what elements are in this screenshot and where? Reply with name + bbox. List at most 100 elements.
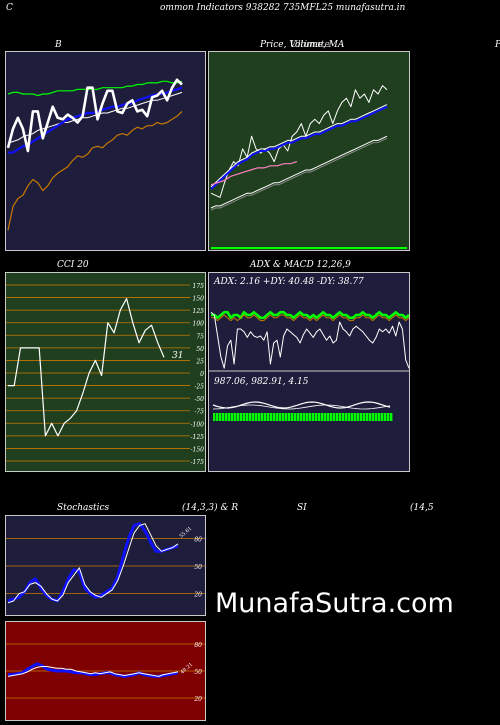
macd-histogram-bar: [327, 413, 330, 421]
rsi-plot: 80 50 20 49.21: [6, 642, 205, 703]
macd-histogram-bar: [309, 413, 312, 421]
macd-histogram-bar: [303, 413, 306, 421]
macd-histogram-bar: [213, 413, 216, 421]
stoch-d-line: [7, 522, 179, 603]
price-title-overlay: Ultimate: [290, 40, 330, 50]
macd-histogram-bar: [258, 413, 261, 421]
ma-line-white: [7, 91, 183, 144]
cci-tick-label: -150: [191, 446, 205, 453]
macd-histogram-bar: [315, 413, 318, 421]
macd-histogram-bar: [255, 413, 258, 421]
rsi-last-label: 49.21: [179, 662, 194, 676]
cci-tick-label: -25: [194, 384, 204, 391]
macd-histogram-bar: [264, 413, 267, 421]
macd-histogram-bar: [288, 413, 291, 421]
watermark: MunafaSutra.com: [215, 588, 454, 619]
macd-histogram-bar: [348, 413, 351, 421]
macd-histogram-bar: [237, 413, 240, 421]
macd-histogram-bar: [354, 413, 357, 421]
bollinger-plot: [6, 78, 183, 231]
price-plot: [210, 85, 407, 249]
macd-histogram-bar: [297, 413, 300, 421]
cci-tick-label: 75: [196, 333, 204, 340]
stochastics-panel: 80 50 20 55.61: [5, 515, 206, 616]
macd-histogram-bar: [294, 413, 297, 421]
price-line: [6, 78, 183, 153]
price-panel: [208, 51, 410, 251]
macd-histogram-bar: [321, 413, 324, 421]
price-edge-letter: P: [495, 40, 500, 50]
price-line: [210, 85, 388, 198]
macd-histogram-bar: [231, 413, 234, 421]
macd-histogram-bar: [339, 413, 342, 421]
macd-line: [212, 401, 391, 409]
bollinger-panel: [5, 51, 206, 251]
macd-histogram-bar: [390, 413, 393, 421]
macd-histogram-bar: [291, 413, 294, 421]
cci-tick-label: 100: [193, 321, 205, 328]
cci-plot: 175 150 125 100 75 50 25 0 -25 -50 -75 -100 -125 -150…: [6, 283, 205, 466]
macd-histogram-bar: [336, 413, 339, 421]
macd-histogram-bar: [387, 413, 390, 421]
macd-histogram-bar: [312, 413, 315, 421]
macd-histogram-bar: [225, 413, 228, 421]
macd-histogram-bar: [273, 413, 276, 421]
macd-histogram-bar: [360, 413, 363, 421]
adx-macd-plot: [209, 310, 409, 421]
macd-histogram-bar: [249, 413, 252, 421]
ma-line-e: [210, 161, 298, 186]
macd-histogram-bar: [240, 413, 243, 421]
macd-histogram-bar: [324, 413, 327, 421]
macd-histogram-bar: [285, 413, 288, 421]
adx-line: [210, 311, 409, 369]
macd-histogram-bar: [375, 413, 378, 421]
cci-tick-label: -175: [191, 459, 205, 466]
macd-histogram-bar: [261, 413, 264, 421]
macd-histogram-bar: [216, 413, 219, 421]
macd-histogram-bar: [318, 413, 321, 421]
ma-line-c: [210, 135, 388, 209]
macd-histogram-bar: [279, 413, 282, 421]
macd-histogram-bar: [342, 413, 345, 421]
macd-histogram-bar: [300, 413, 303, 421]
stochastics-plot: 80 50 20 55.61: [6, 522, 205, 604]
macd-histogram-bar: [357, 413, 360, 421]
lower-band-line: [7, 110, 183, 231]
price-title: Price, Volume, MA: [260, 40, 345, 50]
macd-histogram-bar: [267, 413, 270, 421]
stoch-last-label: 55.61: [178, 526, 193, 540]
macd-histogram-bar: [330, 413, 333, 421]
rsi-tick-label: 80: [194, 642, 202, 649]
middle-band-line: [8, 86, 183, 154]
cci-line: [8, 298, 165, 437]
macd-histogram-bar: [378, 413, 381, 421]
cci-tick-label: -125: [191, 434, 205, 441]
cci-tick-label: 25: [195, 358, 204, 365]
macd-histogram-bar: [252, 413, 255, 421]
stoch-tick-label: 80: [194, 536, 202, 543]
macd-histogram-bar: [228, 413, 231, 421]
cci-tick-label: 50: [196, 346, 204, 353]
macd-histogram-bar: [219, 413, 222, 421]
cci-tick-label: 0: [200, 371, 204, 378]
cci-last-label: 31: [172, 351, 183, 361]
rsi-tick-label: 20: [193, 696, 202, 703]
macd-histogram-bar: [381, 413, 384, 421]
macd-signal-line: [212, 404, 391, 410]
cci-tick-label: -75: [194, 409, 204, 416]
header-title: ommon Indicators 938282 735MFL25 munafas…: [160, 3, 406, 13]
adx-macd-panel: ADX: 2.16 +DY: 40.48 -DY: 38.77 987.06, …: [208, 272, 410, 472]
rsi-params: (14,5: [410, 503, 434, 513]
upper-band-line: [7, 80, 183, 97]
macd-histogram-bar: [345, 413, 348, 421]
cci-tick-label: 150: [193, 296, 205, 303]
macd-histogram-bar: [372, 413, 375, 421]
header-letter: C: [6, 3, 13, 13]
macd-values-label: 987.06, 982.91, 4.15: [214, 377, 309, 387]
ma-line-b: [210, 105, 388, 190]
macd-histogram-bar: [384, 413, 387, 421]
macd-histogram-bar: [369, 413, 372, 421]
macd-histogram-bar: [363, 413, 366, 421]
cci-tick-label: 175: [193, 283, 205, 290]
macd-histogram-bar: [246, 413, 249, 421]
